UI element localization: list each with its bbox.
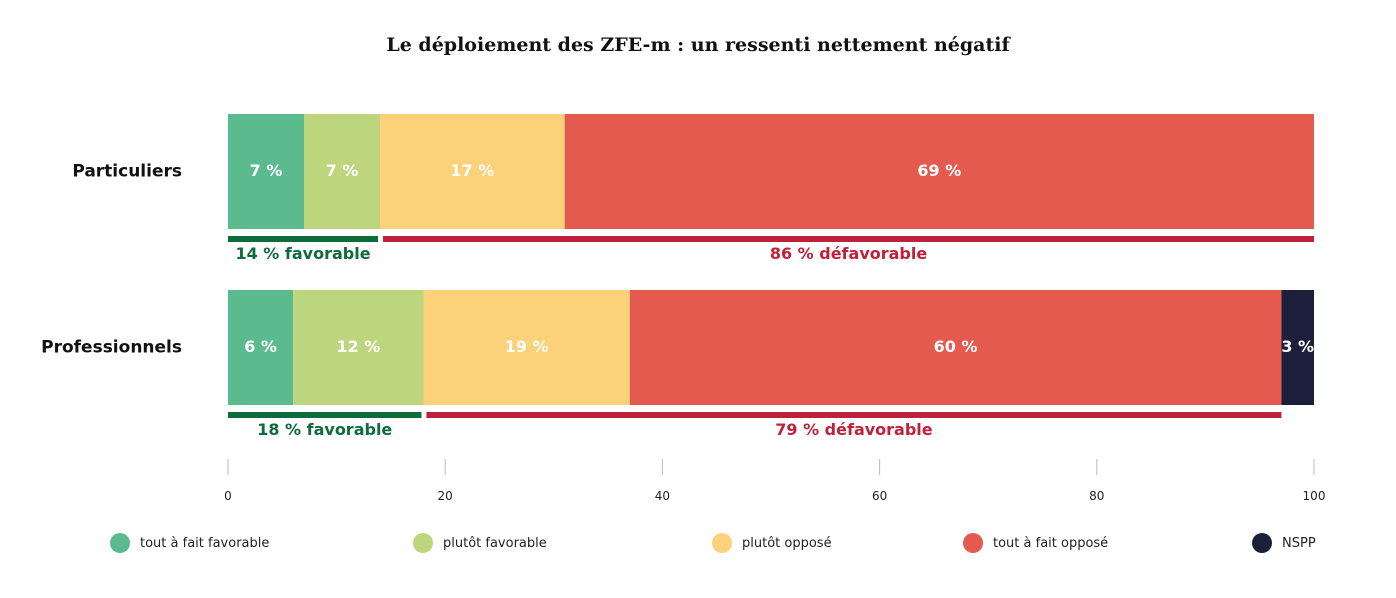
bar-segment	[228, 290, 294, 405]
data-label: 6 %	[244, 337, 277, 356]
summary-bar	[228, 236, 379, 242]
legend-label: tout à fait favorable	[140, 535, 270, 551]
bar-segment	[564, 114, 1314, 229]
legend-item: tout à fait opposé	[963, 533, 1108, 553]
chart-title: Le déploiement des ZFE-m : un ressenti n…	[386, 34, 1010, 56]
data-label: 69 %	[917, 161, 961, 180]
data-label: 7 %	[326, 161, 359, 180]
legend-swatch	[413, 533, 433, 553]
legend-label: plutôt favorable	[443, 535, 547, 551]
x-tick-label: 40	[655, 489, 670, 503]
bar-segment	[380, 114, 565, 229]
legend-item: plutôt favorable	[413, 533, 547, 553]
legend-label: tout à fait opposé	[993, 535, 1109, 551]
summary-bar	[228, 412, 422, 418]
bar-segment	[304, 114, 381, 229]
data-label: 60 %	[934, 337, 978, 356]
summary-label: 79 % défavorable	[775, 420, 933, 439]
x-axis: 0 20 40 60 80 100	[224, 459, 1325, 503]
data-label: 7 %	[250, 161, 283, 180]
legend-item: tout à fait favorable	[110, 533, 269, 553]
bars-layer: Particuliers 7 % 7 % 17 % 69 % 14 % favorable…	[41, 114, 1314, 439]
legend: tout à fait favorable plutôt favorable plu…	[0, 533, 1396, 557]
legend-swatch	[712, 533, 732, 553]
data-label: 12 %	[336, 337, 380, 356]
legend-item: NSPP	[1252, 533, 1316, 553]
bar-segment	[629, 290, 1282, 405]
row-label: Professionnels	[41, 338, 182, 358]
bar-segment	[228, 114, 305, 229]
x-tick-label: 0	[224, 489, 232, 503]
bar-segment	[293, 290, 424, 405]
summary-bar	[426, 412, 1282, 418]
data-label: 19 %	[505, 337, 549, 356]
x-tick-label: 20	[438, 489, 453, 503]
summary-label: 14 % favorable	[235, 244, 370, 263]
bar-segment	[423, 290, 630, 405]
summary-label: 86 % défavorable	[770, 244, 928, 263]
summary-bar	[383, 236, 1314, 242]
x-tick-label: 60	[872, 489, 887, 503]
row-label: Particuliers	[72, 162, 182, 182]
legend-swatch	[110, 533, 130, 553]
data-label: 17 %	[450, 161, 494, 180]
summary-label: 18 % favorable	[257, 420, 392, 439]
legend-swatch	[1252, 533, 1272, 553]
bar-segment	[1281, 290, 1314, 405]
legend-swatch	[963, 533, 983, 553]
data-label: 3 %	[1281, 337, 1314, 356]
legend-label: plutôt opposé	[742, 535, 832, 551]
legend-item: plutôt opposé	[712, 533, 832, 553]
legend-label: NSPP	[1282, 535, 1316, 551]
x-tick-label: 80	[1089, 489, 1104, 503]
x-tick-label: 100	[1303, 489, 1326, 503]
